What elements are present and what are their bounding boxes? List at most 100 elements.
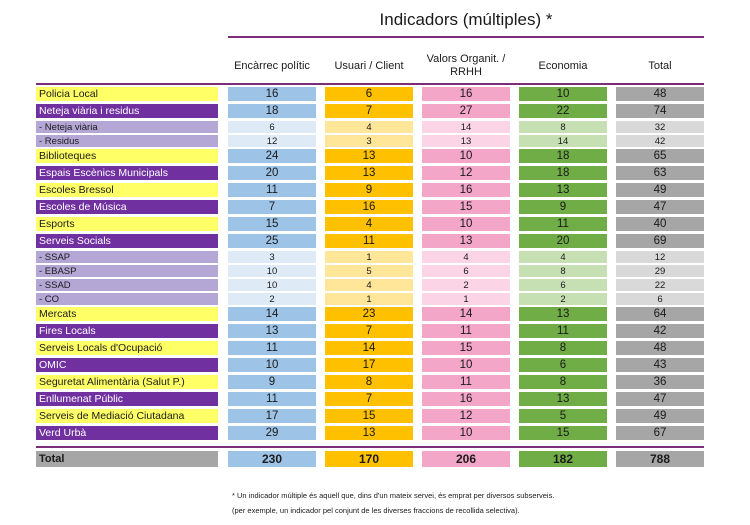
table-cell: 18 (519, 149, 607, 163)
table-cell: 13 (325, 166, 413, 180)
row-label: Policia Local (36, 87, 218, 101)
table-cell: 9 (228, 375, 316, 389)
table-cell: 14 (519, 135, 607, 147)
table-cell: 16 (422, 183, 510, 197)
row-label: Verd Urbà (36, 426, 218, 440)
table-cell: 8 (519, 341, 607, 355)
table-cell: 15 (422, 341, 510, 355)
table-cell: 2 (422, 279, 510, 291)
column-header: Usuari / Client (334, 59, 404, 72)
table-cell: 69 (616, 234, 704, 248)
table-cell: 2 (228, 293, 316, 305)
table-cell: 11 (325, 234, 413, 248)
row-label: Serveis Locals d'Ocupació (36, 341, 218, 355)
table-cell: 18 (519, 166, 607, 180)
table-cell: 16 (228, 87, 316, 101)
table-cell: 64 (616, 307, 704, 321)
table-cell: 14 (228, 307, 316, 321)
row-label: Serveis Socials (36, 234, 218, 248)
row-label: Espais Escènics Municipals (36, 166, 218, 180)
row-label: - Residus (36, 135, 218, 147)
table-cell: 6 (616, 293, 704, 305)
table-cell: 14 (422, 307, 510, 321)
row-label: - SSAP (36, 251, 218, 263)
total-cell: 170 (325, 451, 413, 467)
table-cell: 7 (325, 392, 413, 406)
table-cell: 11 (519, 324, 607, 338)
table-cell: 7 (228, 200, 316, 214)
table-cell: 6 (519, 358, 607, 372)
table-cell: 10 (228, 265, 316, 277)
table-cell: 7 (325, 104, 413, 118)
table-cell: 3 (325, 135, 413, 147)
title-rule (228, 36, 704, 38)
table-cell: 36 (616, 375, 704, 389)
table-cell: 1 (325, 293, 413, 305)
table-cell: 12 (422, 409, 510, 423)
total-cell: 182 (519, 451, 607, 467)
row-label: - Neteja viària (36, 121, 218, 133)
row-label: - SSAD (36, 279, 218, 291)
table-cell: 13 (325, 426, 413, 440)
table-cell: 20 (519, 234, 607, 248)
table-cell: 67 (616, 426, 704, 440)
table-cell: 6 (228, 121, 316, 133)
table-cell: 4 (422, 251, 510, 263)
table-cell: 8 (325, 375, 413, 389)
table-cell: 27 (422, 104, 510, 118)
table-cell: 47 (616, 200, 704, 214)
table-cell: 18 (228, 104, 316, 118)
table-cell: 6 (422, 265, 510, 277)
table-cell: 48 (616, 87, 704, 101)
table-cell: 8 (519, 265, 607, 277)
table-cell: 12 (616, 251, 704, 263)
table-cell: 12 (228, 135, 316, 147)
table-cell: 8 (519, 375, 607, 389)
table-cell: 2 (519, 293, 607, 305)
table-cell: 25 (228, 234, 316, 248)
table-cell: 29 (228, 426, 316, 440)
column-header: Total (648, 59, 672, 72)
table-cell: 48 (616, 341, 704, 355)
table-cell: 10 (228, 279, 316, 291)
table-cell: 22 (519, 104, 607, 118)
table-cell: 14 (325, 341, 413, 355)
table-cell: 15 (422, 200, 510, 214)
row-label: Esports (36, 217, 218, 231)
header-rule (36, 83, 704, 85)
table-cell: 13 (325, 149, 413, 163)
table-title: Indicadors (múltiples) * (379, 10, 553, 29)
column-header: Encàrrec polític (234, 59, 310, 72)
table-cell: 11 (519, 217, 607, 231)
table-cell: 22 (616, 279, 704, 291)
table-cell: 11 (422, 324, 510, 338)
total-cell: 230 (228, 451, 316, 467)
table-cell: 6 (325, 87, 413, 101)
table-cell: 11 (228, 183, 316, 197)
table-cell: 10 (422, 217, 510, 231)
column-header: Valors Organit. / RRHH (426, 53, 506, 78)
table-cell: 15 (228, 217, 316, 231)
table-cell: 10 (422, 426, 510, 440)
table-cell: 63 (616, 166, 704, 180)
table-cell: 32 (616, 121, 704, 133)
table-cell: 5 (519, 409, 607, 423)
total-rule (36, 446, 704, 448)
table-cell: 7 (325, 324, 413, 338)
table-cell: 13 (519, 183, 607, 197)
table-cell: 4 (325, 121, 413, 133)
table-cell: 29 (616, 265, 704, 277)
row-label: Fires Locals (36, 324, 218, 338)
table-cell: 49 (616, 183, 704, 197)
row-label: Neteja viària i residus (36, 104, 218, 118)
table-cell: 47 (616, 392, 704, 406)
table-cell: 74 (616, 104, 704, 118)
row-label: Biblioteques (36, 149, 218, 163)
row-label: Enllumenat Públic (36, 392, 218, 406)
table-cell: 10 (519, 87, 607, 101)
table-cell: 11 (228, 392, 316, 406)
table-cell: 65 (616, 149, 704, 163)
table-cell: 16 (422, 87, 510, 101)
table-cell: 10 (422, 358, 510, 372)
table-cell: 10 (228, 358, 316, 372)
